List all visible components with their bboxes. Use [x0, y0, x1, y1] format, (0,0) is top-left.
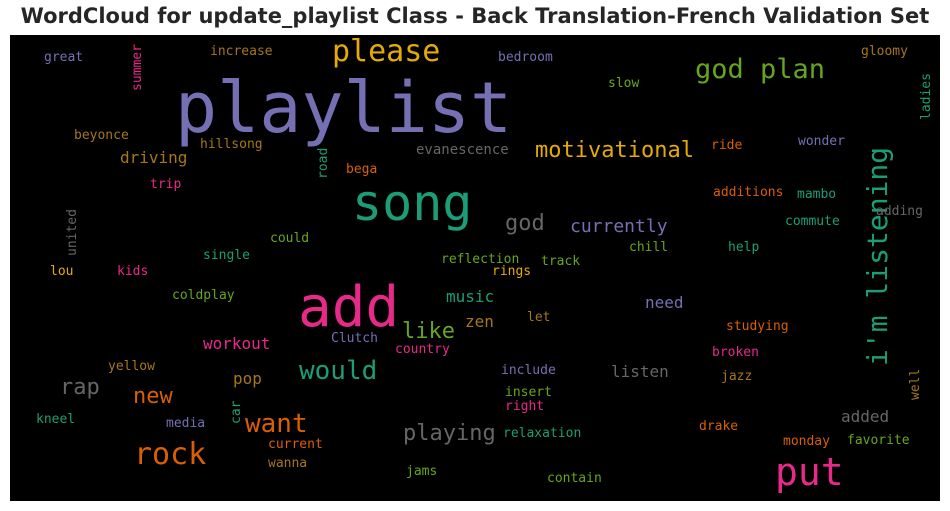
word-would: would — [299, 356, 377, 386]
word-music: music — [446, 287, 494, 306]
word-let: let — [527, 310, 550, 325]
word-additions: additions — [713, 185, 783, 200]
word-gloomy: gloomy — [861, 44, 908, 59]
word-great: great — [44, 50, 83, 65]
word-increase: increase — [210, 44, 273, 59]
word-jams: jams — [406, 464, 437, 479]
word-current: current — [268, 437, 323, 452]
word-wanna: wanna — [268, 456, 307, 471]
word-new: new — [133, 384, 173, 409]
chart-title: WordCloud for update_playlist Class - Ba… — [20, 4, 930, 28]
word-kids: kids — [117, 264, 148, 279]
word-workout: workout — [203, 334, 270, 353]
word-kneel: kneel — [36, 412, 75, 427]
word-jazz: jazz — [721, 369, 752, 384]
cloud-background — [10, 35, 940, 501]
word-i-m-listening: i'm listening — [861, 147, 894, 366]
word-please: please — [332, 35, 440, 69]
word-broken: broken — [712, 345, 759, 360]
word-cloud: playlist add song put i'm listening god plan p… — [10, 35, 940, 501]
word-car: car — [229, 400, 244, 424]
word-right: right — [505, 399, 544, 414]
word-bega: bega — [346, 162, 377, 177]
word-like: like — [402, 319, 455, 344]
word-include: include — [501, 363, 556, 378]
word-yellow: yellow — [108, 359, 155, 374]
word-help: help — [728, 240, 759, 255]
word-lou: lou — [50, 264, 73, 279]
word-pop: pop — [233, 369, 262, 388]
word-media: media — [166, 416, 205, 431]
word-playlist: playlist — [175, 67, 512, 149]
word-ride: ride — [711, 138, 742, 153]
word-driving: driving — [120, 148, 187, 167]
word-commute: commute — [785, 214, 840, 229]
word-god-plan: god plan — [695, 54, 825, 85]
word-reflection: reflection — [441, 252, 519, 267]
word-road: road — [316, 148, 331, 179]
word-ladies: ladies — [919, 73, 934, 120]
word-beyonce: beyonce — [74, 128, 129, 143]
word-summer: summer — [130, 44, 145, 91]
word-wonder: wonder — [798, 134, 845, 149]
word-mambo: mambo — [797, 187, 836, 202]
word-want: want — [245, 409, 308, 439]
word-single: single — [203, 248, 250, 263]
word-god: god — [505, 211, 545, 236]
word-motivational: motivational — [535, 138, 694, 163]
word-listen: listen — [611, 362, 669, 381]
word-added: added — [841, 407, 889, 426]
word-currently: currently — [570, 216, 668, 237]
word-rings: rings — [492, 264, 531, 279]
word-bedroom: bedroom — [498, 50, 553, 65]
word-zen: zen — [465, 312, 494, 331]
word-adding: adding — [876, 204, 923, 219]
word-clutch: Clutch — [331, 331, 378, 346]
word-united: united — [65, 209, 80, 256]
word-studying: studying — [726, 319, 789, 334]
word-coldplay: coldplay — [172, 288, 235, 303]
word-rap: rap — [60, 375, 100, 400]
word-drake: drake — [699, 419, 738, 434]
word-evanescence: evanescence — [416, 142, 509, 158]
word-hillsong: hillsong — [200, 137, 263, 152]
word-relaxation: relaxation — [503, 426, 581, 441]
word-rock: rock — [134, 437, 206, 472]
word-favorite: favorite — [847, 433, 910, 448]
word-monday: monday — [783, 434, 830, 449]
word-put: put — [775, 450, 844, 494]
word-chill: chill — [629, 240, 668, 255]
word-country: country — [395, 342, 450, 357]
word-trip: trip — [150, 177, 181, 192]
word-playing: playing — [403, 421, 496, 446]
word-could: could — [270, 231, 309, 246]
word-track: track — [541, 254, 580, 269]
word-slow: slow — [608, 76, 639, 91]
word-need: need — [645, 293, 684, 312]
word-add: add — [298, 275, 399, 340]
word-insert: insert — [505, 385, 552, 400]
word-song: song — [352, 174, 472, 232]
word-contain: contain — [547, 471, 602, 486]
word-well: well — [908, 369, 923, 400]
